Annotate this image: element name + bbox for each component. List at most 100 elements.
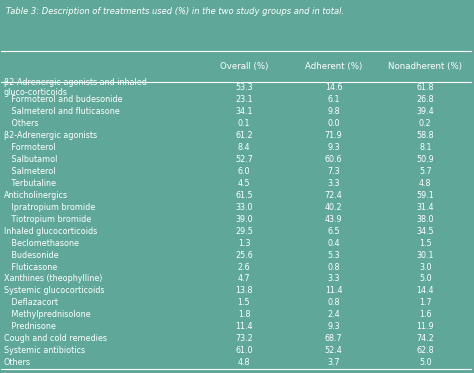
Text: 6.1: 6.1 [327,95,340,104]
Text: β2-Adrenergic agonists and inhaled
gluco­corticoids: β2-Adrenergic agonists and inhaled gluco… [4,78,146,97]
Text: 43.9: 43.9 [325,215,342,224]
Text: Adherent (%): Adherent (%) [305,62,362,71]
Text: 50.9: 50.9 [416,155,434,164]
Text: Budesonide: Budesonide [4,251,58,260]
Text: Beclomethasone: Beclomethasone [4,239,79,248]
Text: 9.8: 9.8 [327,107,340,116]
Text: 11.4: 11.4 [325,286,342,295]
Text: 25.6: 25.6 [235,251,253,260]
Text: Tiotropium bromide: Tiotropium bromide [4,215,91,224]
Text: 4.5: 4.5 [237,179,250,188]
Text: 0.8: 0.8 [327,263,340,272]
Text: 0.0: 0.0 [327,119,340,128]
Text: Inhaled glucocorticoids: Inhaled glucocorticoids [4,227,97,236]
Text: Xanthines (theophylline): Xanthines (theophylline) [4,275,102,283]
Text: 0.2: 0.2 [419,119,431,128]
Text: 60.6: 60.6 [325,155,342,164]
Text: 5.7: 5.7 [419,167,432,176]
Text: 14.4: 14.4 [417,286,434,295]
Text: 4.7: 4.7 [237,275,250,283]
Text: 0.4: 0.4 [327,239,340,248]
Text: Prednisone: Prednisone [4,322,55,331]
Text: 1.7: 1.7 [419,298,431,307]
Text: 52.4: 52.4 [325,346,342,355]
Text: 61.5: 61.5 [235,191,253,200]
Text: 34.1: 34.1 [235,107,253,116]
Text: Systemic antibiotics: Systemic antibiotics [4,346,85,355]
Text: 23.1: 23.1 [235,95,253,104]
Text: 39.0: 39.0 [235,215,253,224]
Text: Terbutaline: Terbutaline [4,179,56,188]
Text: 73.2: 73.2 [235,334,253,343]
Text: 0.8: 0.8 [327,298,340,307]
Text: 38.0: 38.0 [417,215,434,224]
Text: 8.1: 8.1 [419,143,431,152]
Text: Salmeterol and fluticasone: Salmeterol and fluticasone [4,107,119,116]
Text: 68.7: 68.7 [325,334,342,343]
Text: 5.0: 5.0 [419,275,431,283]
Text: 7.3: 7.3 [327,167,340,176]
Text: Deflazacort: Deflazacort [4,298,58,307]
Text: Fluticasone: Fluticasone [4,263,57,272]
Text: Formoterol: Formoterol [4,143,55,152]
Text: Cough and cold remedies: Cough and cold remedies [4,334,107,343]
Text: 1.3: 1.3 [237,239,250,248]
Text: 33.0: 33.0 [235,203,253,212]
Text: 61.2: 61.2 [235,131,253,140]
Text: 74.2: 74.2 [416,334,434,343]
Text: Formoterol and budesonide: Formoterol and budesonide [4,95,122,104]
Text: 14.6: 14.6 [325,83,342,92]
Text: Salmeterol: Salmeterol [4,167,55,176]
Text: 3.3: 3.3 [327,179,340,188]
Text: 9.3: 9.3 [327,322,340,331]
Text: Anticholinergics: Anticholinergics [4,191,68,200]
Text: Salbutamol: Salbutamol [4,155,57,164]
Text: 1.8: 1.8 [237,310,250,319]
Text: 9.3: 9.3 [327,143,340,152]
Text: 3.0: 3.0 [419,263,431,272]
Text: 34.5: 34.5 [417,227,434,236]
Text: 3.3: 3.3 [327,275,340,283]
Text: 6.0: 6.0 [237,167,250,176]
Text: Others: Others [4,119,38,128]
Text: 8.4: 8.4 [237,143,250,152]
Text: 11.4: 11.4 [235,322,253,331]
Text: 1.6: 1.6 [419,310,431,319]
Text: 29.5: 29.5 [235,227,253,236]
Text: Ipratropium bromide: Ipratropium bromide [4,203,95,212]
Text: 6.5: 6.5 [327,227,340,236]
Text: 71.9: 71.9 [325,131,342,140]
Text: 39.4: 39.4 [417,107,434,116]
Text: 2.4: 2.4 [327,310,340,319]
Text: 52.7: 52.7 [235,155,253,164]
Text: Systemic glucocorticoids: Systemic glucocorticoids [4,286,104,295]
Text: Overall (%): Overall (%) [220,62,268,71]
Text: 53.3: 53.3 [235,83,253,92]
Text: 58.8: 58.8 [417,131,434,140]
Text: 31.4: 31.4 [417,203,434,212]
Text: 4.8: 4.8 [237,358,250,367]
Text: 13.8: 13.8 [235,286,253,295]
Text: Nonadherent (%): Nonadherent (%) [388,62,462,71]
Text: 61.0: 61.0 [235,346,253,355]
Text: 62.8: 62.8 [417,346,434,355]
Text: 5.0: 5.0 [419,358,431,367]
Text: 11.9: 11.9 [417,322,434,331]
Text: 40.2: 40.2 [325,203,342,212]
Text: 0.1: 0.1 [237,119,250,128]
Text: 72.4: 72.4 [325,191,342,200]
Text: 61.8: 61.8 [417,83,434,92]
Text: β2-Adrenergic agonists: β2-Adrenergic agonists [4,131,97,140]
Text: 3.7: 3.7 [327,358,340,367]
Text: 1.5: 1.5 [419,239,431,248]
Text: Methylprednisolone: Methylprednisolone [4,310,91,319]
Text: 59.1: 59.1 [416,191,434,200]
Text: 1.5: 1.5 [237,298,250,307]
Text: 4.8: 4.8 [419,179,431,188]
Text: 30.1: 30.1 [417,251,434,260]
Text: 26.8: 26.8 [417,95,434,104]
Text: 5.3: 5.3 [327,251,340,260]
Text: 2.6: 2.6 [237,263,250,272]
Text: Others: Others [4,358,31,367]
Text: Table 3: Description of treatments used (%) in the two study groups and in total: Table 3: Description of treatments used … [6,7,344,16]
